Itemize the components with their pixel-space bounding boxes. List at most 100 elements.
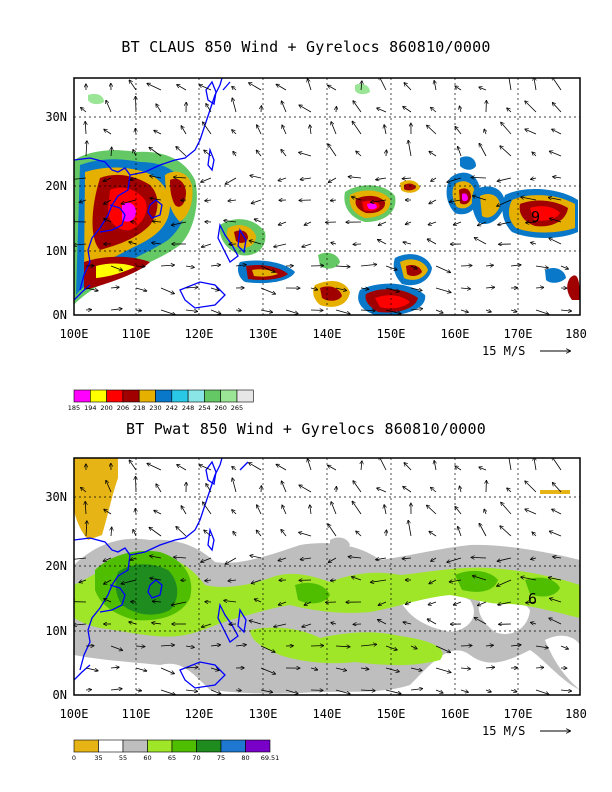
wind-vector <box>377 108 387 113</box>
wind-vector <box>185 266 194 267</box>
wind-vector <box>478 601 487 606</box>
panel2-xtick-2: 120E <box>185 707 214 721</box>
wind-vector <box>282 505 287 515</box>
panel2-xtick-1: 110E <box>122 707 151 721</box>
wind-vector <box>308 459 312 471</box>
wind-vector <box>260 309 272 312</box>
colorbar-label: 265 <box>231 404 243 412</box>
wind-vector <box>300 558 312 560</box>
wind-vector <box>235 690 241 691</box>
wind-vector <box>460 288 470 289</box>
wind-vector <box>235 645 246 646</box>
colorbar-label: 69.51 <box>261 754 280 762</box>
wind-vector <box>560 645 568 649</box>
wind-vector <box>360 644 377 646</box>
wind-vector <box>152 243 162 244</box>
wind-vector <box>331 243 337 244</box>
wind-vector <box>410 309 422 310</box>
colorbar-swatch <box>220 739 246 753</box>
wind-vector <box>233 152 236 157</box>
colorbar-swatch <box>138 389 156 403</box>
wind-vector <box>154 511 162 515</box>
wind-vector <box>135 646 145 647</box>
wind-vector <box>160 689 175 695</box>
panel1-xtick-0: 100E <box>60 327 89 341</box>
wind-vector <box>360 264 377 266</box>
wind-vector <box>360 288 369 289</box>
wind-vector <box>201 557 212 562</box>
wind-vector <box>384 505 386 515</box>
wind-vector <box>361 81 362 91</box>
wind-vector <box>458 527 462 537</box>
colorbar-label: 70 <box>192 754 200 762</box>
wind-vector <box>278 557 287 561</box>
panel1-xtick-2: 120E <box>185 327 214 341</box>
wind-vector <box>328 557 337 562</box>
wind-vector <box>550 531 562 537</box>
wind-vector <box>549 618 562 625</box>
panel1-wind-vectors <box>74 78 571 315</box>
wind-vector <box>352 121 362 135</box>
panel1-gridlines <box>74 78 580 315</box>
wind-vector <box>74 244 87 245</box>
colorbar-label: 35 <box>94 754 102 762</box>
panel1-reference-vector: 15 M/S <box>482 344 570 358</box>
wind-vector <box>335 667 346 671</box>
panel1-title: BT CLAUS 850 Wind + Gyrelocs 860810/0000 <box>121 38 491 56</box>
colorbar-swatch <box>73 389 91 403</box>
colorbar-label: 80 <box>241 754 249 762</box>
colorbar-swatch <box>122 389 140 403</box>
wind-vector <box>74 178 87 180</box>
wind-vector <box>435 689 443 693</box>
wind-vector <box>535 667 544 668</box>
wind-vector <box>276 84 287 91</box>
wind-vector <box>210 645 220 646</box>
wind-vector <box>199 85 212 91</box>
wind-vector <box>510 265 521 266</box>
wind-vector <box>104 579 112 584</box>
wind-vector <box>449 580 462 582</box>
wind-vector <box>260 287 275 294</box>
wind-vector <box>249 463 262 471</box>
wind-vector <box>428 221 437 225</box>
wind-vector <box>210 265 220 266</box>
wind-vector <box>74 624 87 625</box>
wind-vector <box>500 146 512 157</box>
wind-vector <box>410 689 422 690</box>
panel2-map: 6 0N 10N 20N 30N 100E 110E 120E 130E 140… <box>45 457 587 762</box>
wind-vector <box>304 221 312 225</box>
wind-vector <box>150 578 162 580</box>
wind-vector <box>130 178 137 180</box>
wind-vector <box>549 238 562 245</box>
wind-vector <box>410 266 417 269</box>
wind-vector <box>185 646 194 647</box>
wind-vector <box>525 101 537 113</box>
wind-vector <box>335 309 350 314</box>
wind-vector <box>185 287 198 288</box>
wind-vector <box>507 488 512 493</box>
wind-vector <box>376 558 387 560</box>
wind-vector <box>335 646 350 647</box>
colorbar-label: 248 <box>182 404 194 412</box>
colorbar-swatch <box>106 389 124 403</box>
wind-vector <box>549 578 562 581</box>
colorbar-swatch <box>196 739 222 753</box>
panel2-gridlines <box>74 458 580 695</box>
wind-vector <box>403 622 412 624</box>
wind-vector <box>156 104 162 113</box>
wind-vector <box>110 689 122 690</box>
wind-vector <box>228 200 237 201</box>
wind-vector <box>129 80 137 91</box>
wind-vector <box>479 144 487 157</box>
panel2-xtick-3: 130E <box>249 707 278 721</box>
wind-vector <box>225 557 237 564</box>
wind-vector <box>455 466 462 471</box>
wind-vector <box>331 580 337 581</box>
wind-vector <box>378 221 387 225</box>
wind-vector <box>260 667 275 674</box>
wind-vector <box>473 196 487 201</box>
wind-vector <box>510 690 517 692</box>
wind-vector <box>177 465 187 471</box>
panel2-ytick-0: 0N <box>53 688 67 702</box>
